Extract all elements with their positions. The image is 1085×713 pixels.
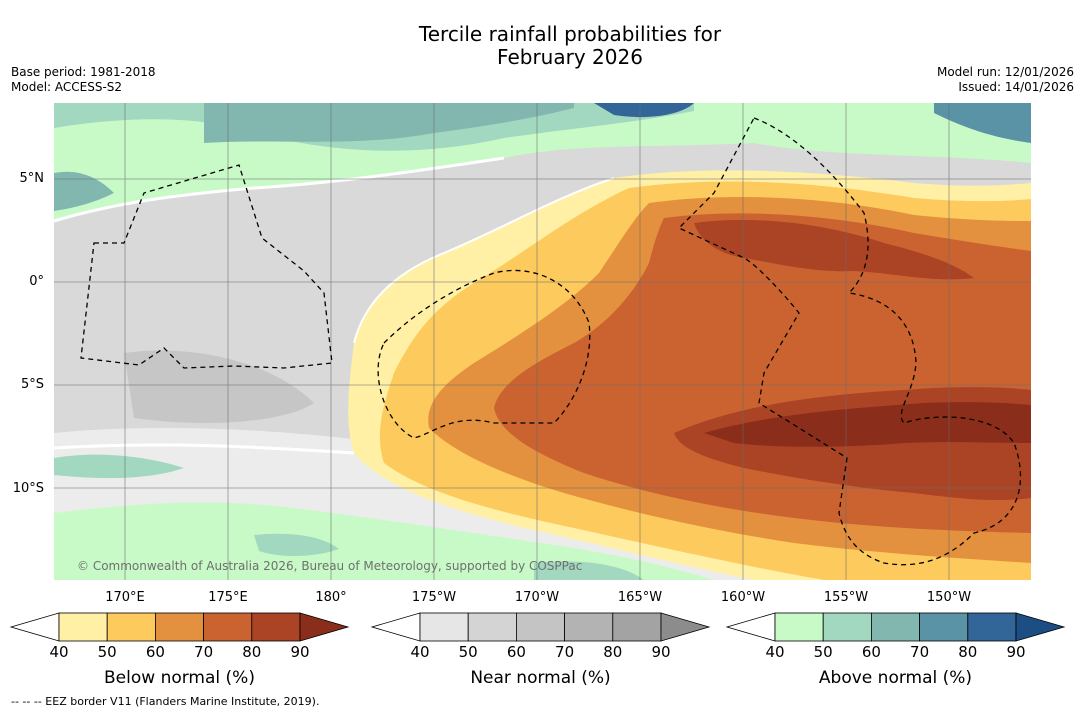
lat-label-10s: 10°S bbox=[12, 481, 44, 496]
colorbar-0-title: Below normal (%) bbox=[104, 668, 255, 688]
lat-label-0: 0° bbox=[29, 274, 44, 289]
lon-label-170e: 170°E bbox=[105, 590, 145, 605]
model-run-text: Model run: 12/01/2026 bbox=[936, 65, 1074, 79]
colorbar-1-tick-label: 50 bbox=[458, 643, 478, 661]
colorbar-2-tick-label: 90 bbox=[1006, 643, 1026, 661]
colorbar-1-tick-label: 40 bbox=[410, 643, 430, 661]
colorbar-1-tick-label: 90 bbox=[651, 643, 671, 661]
near-normal-dark-patch bbox=[124, 350, 314, 423]
lon-label-175w: 175°W bbox=[411, 590, 457, 605]
colorbar-2-segment-1 bbox=[822, 612, 872, 642]
colorbar-2-segment-2 bbox=[871, 612, 921, 642]
colorbar-0-tick-label: 60 bbox=[145, 643, 165, 661]
colorbar-2-low-extend bbox=[725, 612, 776, 642]
colorbar-1-title: Near normal (%) bbox=[470, 668, 611, 688]
colorbar-2-tick-label: 40 bbox=[765, 643, 785, 661]
colorbar-2-high-extend bbox=[1015, 612, 1066, 642]
lat-label-5n: 5°N bbox=[19, 171, 45, 186]
colorbar-1-tick-label: 80 bbox=[603, 643, 623, 661]
eez-border-central bbox=[377, 269, 591, 439]
meta-right: Model run: 12/01/2026 Issued: 14/01/2026 bbox=[937, 65, 1074, 95]
colorbar-1-tick-label: 70 bbox=[555, 643, 575, 661]
colorbar-1-tick-label: 60 bbox=[506, 643, 526, 661]
colorbar-2-title: Above normal (%) bbox=[818, 668, 973, 688]
issued-text: Issued: 14/01/2026 bbox=[958, 80, 1074, 94]
lon-label-160w: 160°W bbox=[720, 590, 766, 605]
lon-label-170w: 170°W bbox=[514, 590, 560, 605]
eez-borders bbox=[80, 117, 1022, 566]
base-period-text: Base period: 1981-2018 bbox=[11, 65, 156, 79]
colorbar-2-segment-0 bbox=[774, 612, 824, 642]
eez-footnote: -- -- -- EEZ border V11 (Flanders Marine… bbox=[11, 695, 320, 708]
lat-label-5s: 5°S bbox=[20, 377, 44, 392]
probability-map-svg bbox=[54, 103, 1031, 580]
below-normal-80-north bbox=[694, 219, 974, 280]
eez-border-east bbox=[677, 117, 1022, 566]
colorbar-0-segment-3 bbox=[203, 612, 253, 642]
colorbar-0-segment-0 bbox=[58, 612, 108, 642]
lon-label-150w: 150°W bbox=[926, 590, 972, 605]
above-normal-north-80 bbox=[594, 103, 694, 118]
model-text: Model: ACCESS-S2 bbox=[11, 80, 123, 94]
map-title-line2: February 2026 bbox=[497, 45, 643, 69]
graticule bbox=[54, 103, 1031, 580]
above-normal-north-70 bbox=[934, 103, 1031, 143]
colorbar-2-tick-label: 60 bbox=[861, 643, 881, 661]
colorbar-2-segment-3 bbox=[919, 612, 969, 642]
lon-label-175e: 175°E bbox=[208, 590, 248, 605]
colorbar-2-segment-4 bbox=[967, 612, 1017, 642]
colorbar-1-segment-0 bbox=[419, 612, 469, 642]
colorbar-0-tick-label: 70 bbox=[194, 643, 214, 661]
lon-label-155w: 155°W bbox=[823, 590, 869, 605]
meta-left: Base period: 1981-2018 Model: ACCESS-S2 bbox=[11, 65, 156, 95]
lon-label-180: 180° bbox=[315, 590, 347, 605]
colorbar-1-high-extend bbox=[660, 612, 711, 642]
contour-north bbox=[54, 156, 505, 223]
colorbar-1-segment-1 bbox=[467, 612, 517, 642]
colorbar-0-tick-label: 90 bbox=[290, 643, 310, 661]
above-normal-north-60 bbox=[204, 103, 574, 143]
colorbar-2-tick-label: 50 bbox=[813, 643, 833, 661]
copyright-text: © Commonwealth of Australia 2026, Bureau… bbox=[77, 559, 583, 573]
colorbar-0-high-extend bbox=[299, 612, 350, 642]
above-normal-south-50 bbox=[54, 454, 184, 479]
colorbar-1-segment-3 bbox=[564, 612, 614, 642]
colorbar-2-tick-label: 70 bbox=[910, 643, 930, 661]
colorbar-0-tick-label: 40 bbox=[49, 643, 69, 661]
colorbar-0-segment-1 bbox=[106, 612, 156, 642]
colorbar-2-tick-label: 80 bbox=[958, 643, 978, 661]
colorbar-0-segment-2 bbox=[154, 612, 204, 642]
above-normal-south-patch-2 bbox=[534, 561, 644, 580]
contour-south bbox=[54, 443, 355, 455]
contour-below bbox=[353, 177, 615, 344]
lon-label-165w: 165°W bbox=[617, 590, 663, 605]
map-title-line1: Tercile rainfall probabilities for bbox=[418, 22, 722, 46]
colorbar-0-tick-label: 80 bbox=[242, 643, 262, 661]
above-normal-north-patch bbox=[54, 171, 114, 211]
colorbar-0-segment-4 bbox=[251, 612, 301, 642]
above-normal-south-patch bbox=[254, 533, 339, 557]
colorbar-0-tick-label: 50 bbox=[97, 643, 117, 661]
probability-map bbox=[54, 103, 1031, 580]
above-normal-south bbox=[54, 502, 714, 580]
